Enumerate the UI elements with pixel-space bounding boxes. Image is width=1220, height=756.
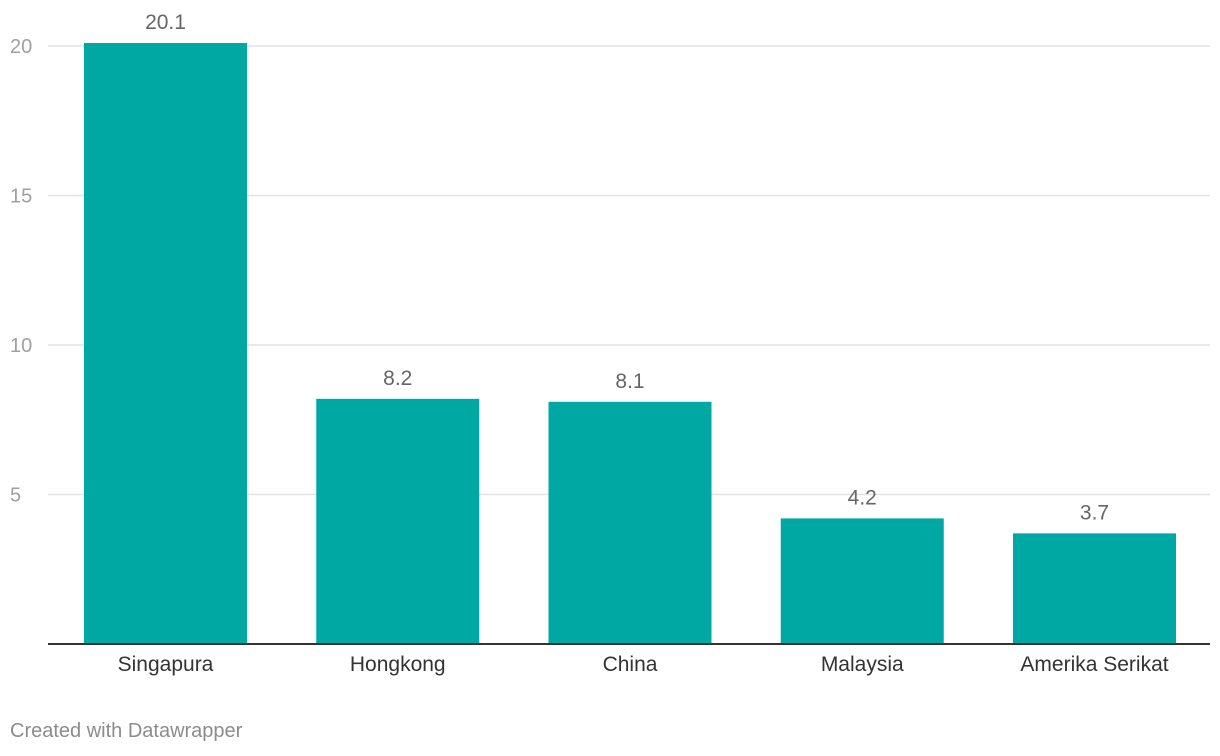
value-label: 8.1 bbox=[615, 370, 644, 393]
category-label: Hongkong bbox=[350, 653, 446, 676]
bar bbox=[84, 43, 247, 644]
y-tick-label: 5 bbox=[10, 485, 21, 507]
y-tick-label: 10 bbox=[10, 335, 32, 357]
bar bbox=[548, 401, 712, 644]
datawrapper-credit: Created with Datawrapper bbox=[10, 720, 243, 742]
value-label: 20.1 bbox=[145, 11, 186, 34]
value-label: 3.7 bbox=[1080, 501, 1109, 524]
value-label: 4.2 bbox=[848, 486, 877, 509]
bars-layer bbox=[48, 43, 1210, 645]
y-tick-label: 15 bbox=[10, 186, 32, 208]
category-label: Singapura bbox=[118, 653, 214, 676]
labels-layer: 5 10 15 20 20.1 Singapura 8.2 Hongkong 8.1 China 4… bbox=[10, 11, 1169, 676]
value-label: 8.2 bbox=[383, 367, 412, 390]
bar bbox=[1013, 533, 1176, 644]
y-tick-label: 20 bbox=[10, 36, 32, 58]
category-label: China bbox=[603, 653, 658, 676]
category-label: Malaysia bbox=[821, 653, 904, 676]
category-label: Amerika Serikat bbox=[1020, 653, 1168, 676]
bar bbox=[316, 398, 480, 644]
bar bbox=[780, 518, 944, 644]
